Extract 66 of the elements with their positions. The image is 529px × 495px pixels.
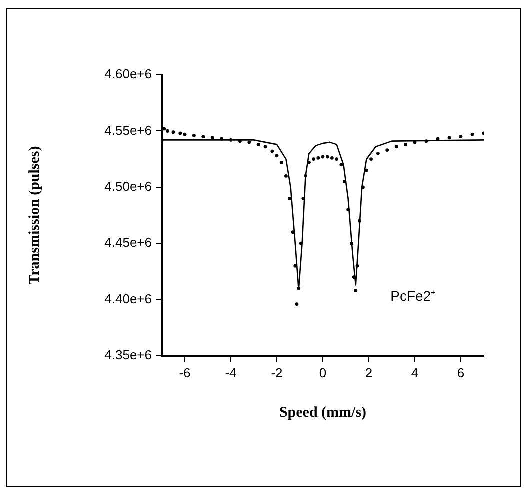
- y-tick-label: 4.35e+6: [104, 348, 152, 363]
- point: [335, 158, 338, 161]
- point: [178, 132, 182, 136]
- point: [370, 158, 373, 161]
- point: [404, 142, 408, 146]
- point: [275, 154, 279, 158]
- point: [183, 132, 187, 136]
- point: [299, 242, 303, 246]
- x-tick-label: -2: [271, 365, 283, 380]
- point: [302, 196, 306, 200]
- annotation: PcFe2⁺: [390, 288, 436, 304]
- x-axis-title: Speed (mm/s): [279, 404, 367, 421]
- point: [295, 302, 299, 306]
- y-tick-label: 4.40e+6: [104, 291, 152, 306]
- point: [358, 219, 362, 223]
- y-tick-label: 4.55e+6: [104, 122, 152, 138]
- point: [229, 138, 233, 142]
- x-tick-label: -6: [179, 365, 191, 380]
- x-tick-label: 2: [365, 365, 373, 380]
- point: [248, 140, 252, 144]
- point: [316, 156, 320, 160]
- point: [470, 132, 474, 136]
- x-tick-label: 6: [457, 365, 465, 380]
- point: [352, 276, 356, 280]
- point: [340, 163, 344, 167]
- point: [343, 180, 347, 184]
- point: [192, 134, 196, 138]
- x-tick-label: -4: [225, 365, 237, 380]
- point: [220, 137, 224, 141]
- point: [330, 156, 334, 160]
- point: [459, 135, 463, 139]
- point: [354, 289, 358, 293]
- point: [362, 186, 365, 190]
- point: [162, 127, 166, 131]
- point: [166, 130, 170, 133]
- y-tick-label: 4.50e+6: [104, 178, 152, 194]
- point: [288, 196, 292, 200]
- point: [172, 130, 176, 134]
- point: [346, 208, 350, 212]
- point: [304, 174, 308, 178]
- point: [210, 136, 214, 140]
- point: [297, 286, 301, 290]
- point: [308, 160, 311, 164]
- point: [256, 142, 260, 146]
- point: [394, 145, 398, 149]
- point: [436, 137, 440, 141]
- point: [376, 152, 380, 156]
- point: [424, 140, 428, 144]
- point: [312, 158, 316, 161]
- point: [264, 145, 268, 149]
- point: [386, 148, 390, 152]
- point: [448, 136, 452, 140]
- y-axis-title: Transmission (pulses): [26, 146, 43, 285]
- point: [321, 155, 325, 159]
- point: [365, 168, 368, 172]
- point: [326, 155, 330, 159]
- y-tick-label: 4.45e+6: [104, 235, 152, 250]
- point: [202, 135, 206, 139]
- point: [270, 150, 274, 154]
- point: [356, 264, 360, 268]
- y-tick-label: 4.60e+6: [104, 66, 152, 82]
- x-tick-label: 4: [411, 365, 419, 380]
- point: [350, 242, 354, 246]
- x-tick-label: 0: [319, 365, 327, 380]
- point: [280, 160, 284, 164]
- point: [284, 174, 288, 178]
